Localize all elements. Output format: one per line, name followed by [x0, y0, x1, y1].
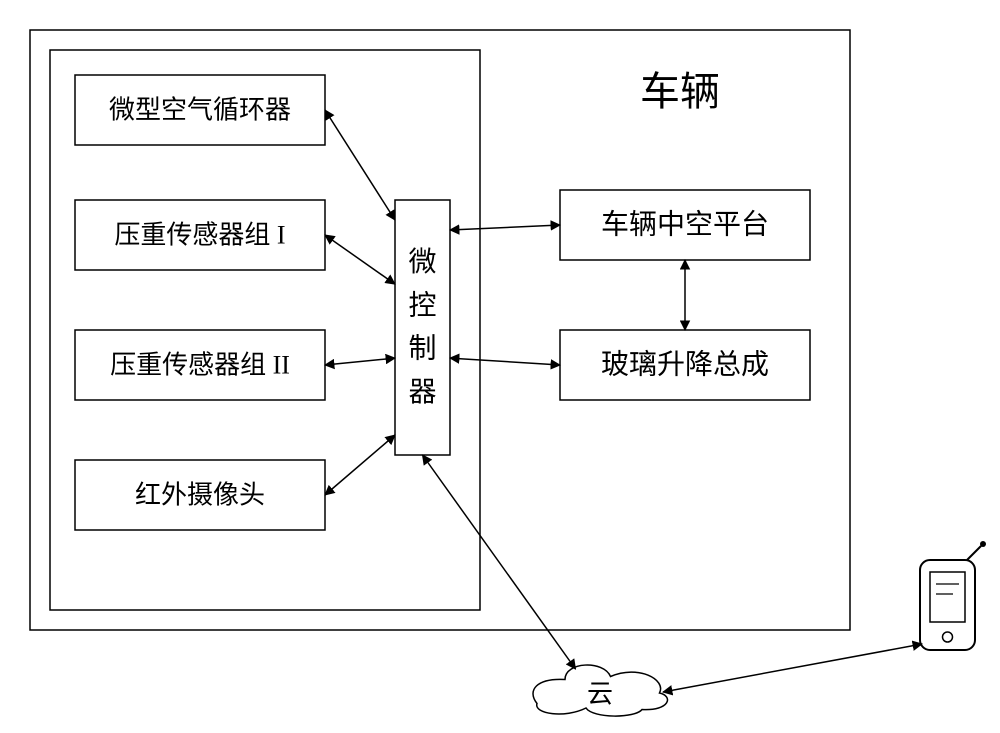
left-node-ps1-label: 压重传感器组 I: [114, 221, 285, 250]
phone-icon: [920, 541, 986, 650]
microcontroller-label-char: 控: [408, 289, 436, 321]
edge-ps1-right-to-mcu-leftupper: [325, 235, 395, 284]
right-node-window-label: 玻璃升降总成: [601, 349, 769, 381]
vehicle-title: 车辆: [640, 69, 720, 114]
microcontroller-label-char: 器: [408, 377, 436, 408]
left-node-ps2-label: 压重传感器组 II: [110, 351, 290, 380]
edge-cloud-right-to-phone-bottomleft: [663, 644, 922, 692]
edge-air-right-to-mcu-lefttop: [325, 110, 395, 220]
right-node-platform-label: 车辆中空平台: [601, 209, 769, 241]
microcontroller-label-char: 微: [408, 246, 436, 278]
cloud-label: 云: [587, 680, 613, 709]
left-node-air-label: 微型空气循环器: [109, 96, 291, 125]
microcontroller-box: [395, 200, 450, 455]
edge-mcu-bottom-to-cloud-topleft: [423, 455, 576, 669]
edge-mcu-righttop-to-platform-left: [450, 225, 560, 230]
left-node-ir-label: 红外摄像头: [135, 481, 265, 510]
microcontroller-label-char: 制: [408, 333, 436, 365]
edge-mcu-rightmid-to-window-left: [450, 358, 560, 365]
edge-ps2-right-to-mcu-leftlower: [325, 358, 395, 365]
edge-ir-right-to-mcu-leftbottom: [325, 435, 395, 495]
